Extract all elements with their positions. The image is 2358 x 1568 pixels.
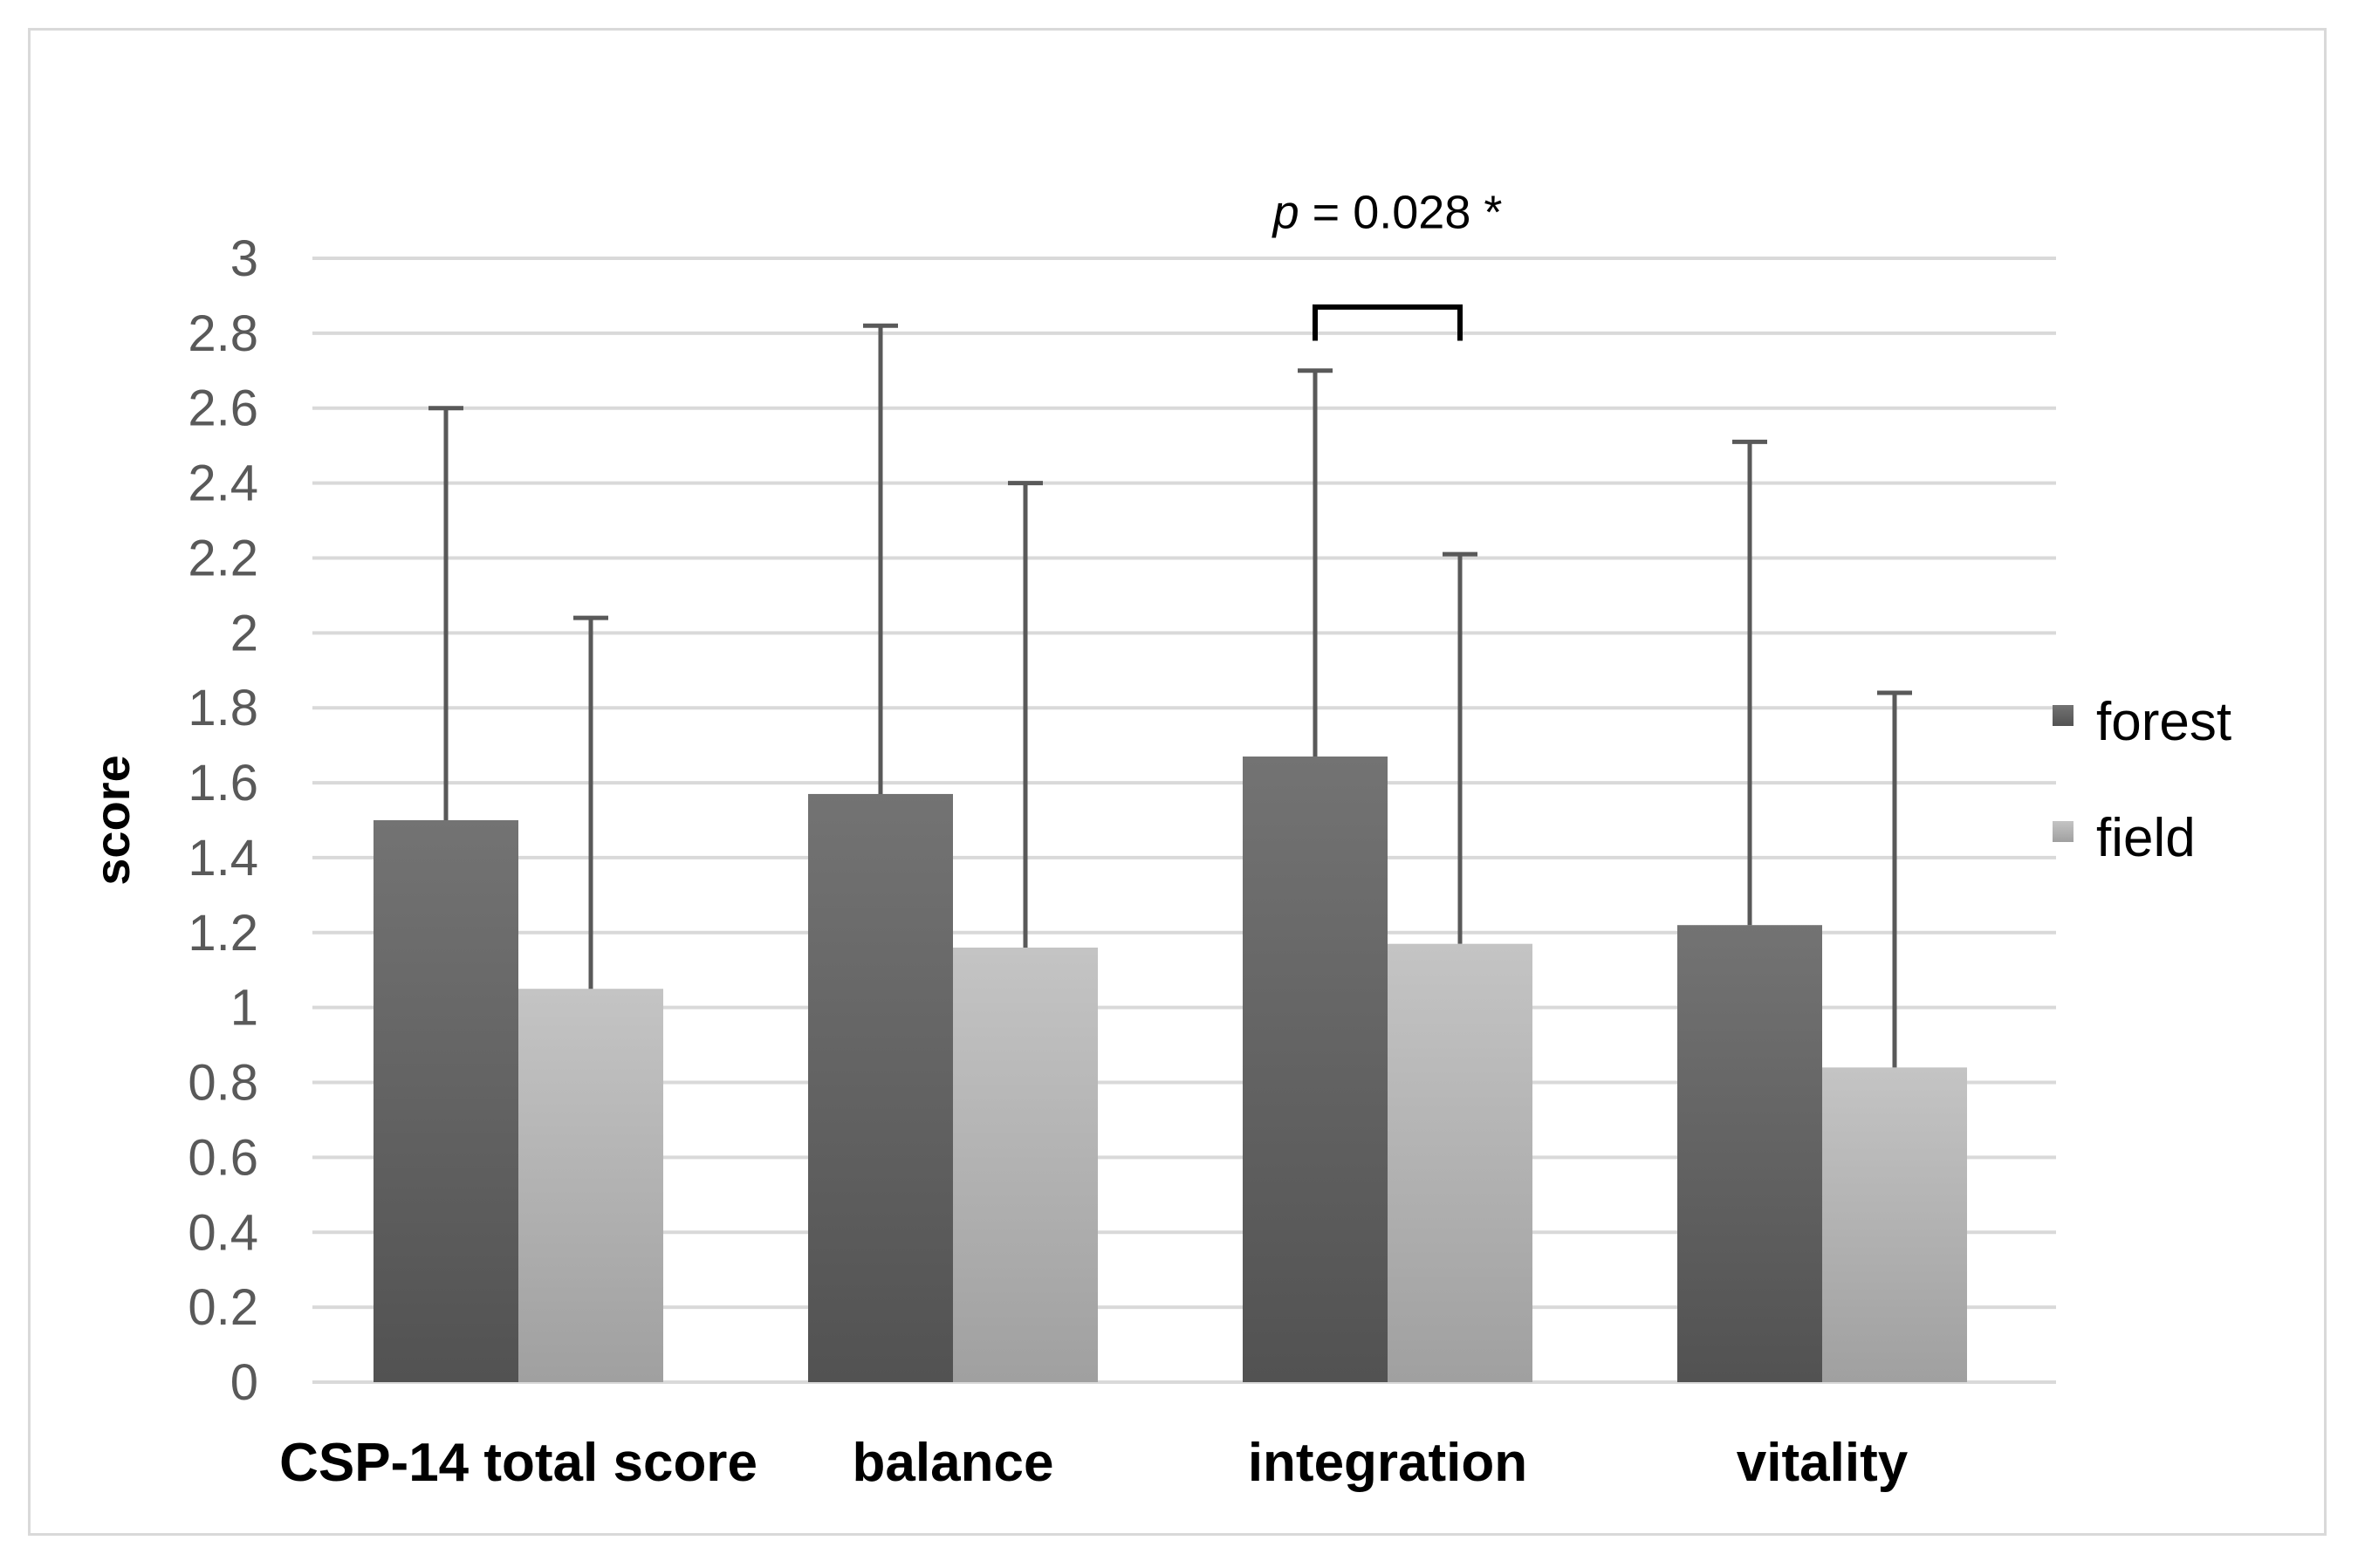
x-tick-label: CSP-14 total score [279,1433,757,1493]
y-axis-ticks: 0 0.2 0.4 0.6 0.8 1 1.2 1.4 1.6 1.8 2 2.2 2.4 2.6 2.8 3 [188,230,258,1411]
y-tick-label: 2.6 [188,380,258,437]
y-tick-label: 2.2 [188,530,258,586]
legend-item-field: field [2053,808,2196,868]
y-tick-label: 1.6 [188,755,258,811]
x-tick-label: balance [853,1433,1054,1493]
bar-forest-2 [1243,757,1388,1382]
y-tick-label: 1.4 [188,830,258,887]
y-tick-label: 0.2 [188,1279,258,1336]
legend-item-forest: forest [2053,692,2231,752]
significance-bracket [1313,304,1463,341]
significance-annotation: p = 0.028 * [1272,187,1503,341]
error-bars [428,323,1912,1068]
p-symbol: p [1272,187,1299,239]
bar-forest-0 [374,820,518,1382]
y-tick-label: 1 [230,980,258,1037]
legend-label-field: field [2096,808,2196,868]
bar-field-1 [953,947,1098,1382]
x-tick-label: integration [1248,1433,1527,1493]
y-tick-label: 1.2 [188,905,258,962]
y-tick-label: 2.8 [188,305,258,362]
y-tick-label: 2 [230,605,258,661]
x-tick-label: vitality [1737,1433,1909,1493]
x-axis-labels: CSP-14 total score balance integration vita… [279,1433,1909,1493]
legend: forest field [2053,692,2231,868]
p-value-label: p = 0.028 * [1272,187,1503,239]
bar-forest-3 [1677,925,1822,1382]
bar-forest-1 [808,793,953,1382]
legend-label-forest: forest [2096,692,2231,752]
bar-field-3 [1822,1067,1967,1382]
y-tick-label: 0.6 [188,1129,258,1186]
y-tick-label: 0 [230,1354,258,1411]
y-tick-label: 1.8 [188,680,258,736]
bar-field-0 [518,989,663,1382]
y-tick-label: 2.4 [188,455,258,512]
y-axis-title: score [85,755,140,885]
p-value-text: = 0.028 * [1299,187,1503,239]
bars [374,757,1967,1382]
y-tick-label: 3 [230,230,258,287]
y-tick-label: 0.4 [188,1204,258,1261]
y-tick-label: 0.8 [188,1055,258,1112]
legend-swatch-forest [2053,705,2074,726]
legend-swatch-field [2053,821,2074,842]
bar-field-2 [1388,943,1532,1382]
